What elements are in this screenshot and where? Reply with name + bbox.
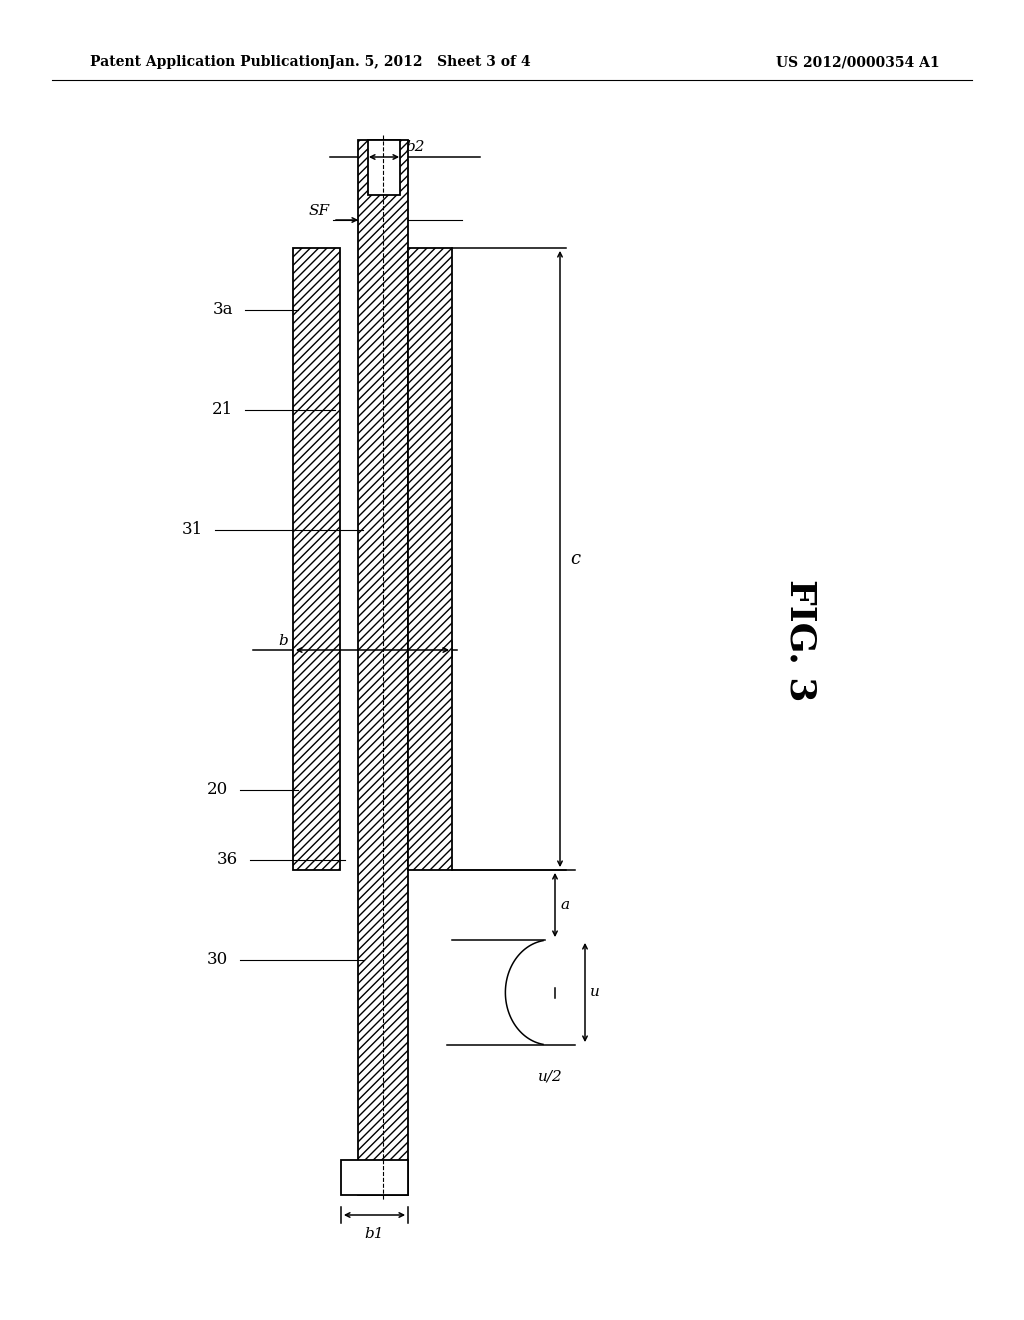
Text: 20: 20 [207, 781, 228, 799]
Text: 3a: 3a [213, 301, 233, 318]
Text: 36: 36 [217, 851, 238, 869]
Text: b: b [279, 634, 288, 648]
Bar [341, 1160, 408, 1195]
Text: US 2012/0000354 A1: US 2012/0000354 A1 [776, 55, 940, 69]
Text: a: a [560, 898, 569, 912]
Text: SF: SF [309, 205, 330, 218]
Text: b1: b1 [365, 1228, 384, 1241]
Text: FIG. 3: FIG. 3 [783, 578, 817, 701]
Text: 31: 31 [181, 521, 203, 539]
Bar [368, 140, 400, 195]
Text: b2: b2 [406, 140, 425, 154]
Text: Jan. 5, 2012   Sheet 3 of 4: Jan. 5, 2012 Sheet 3 of 4 [329, 55, 530, 69]
Text: 21: 21 [212, 401, 233, 418]
Bar [408, 248, 452, 870]
Text: u/2: u/2 [538, 1071, 562, 1084]
Bar [293, 248, 340, 870]
Text: Patent Application Publication: Patent Application Publication [90, 55, 330, 69]
Text: 30: 30 [207, 952, 228, 969]
Text: c: c [570, 550, 581, 568]
Bar [358, 140, 408, 1195]
Text: u: u [590, 986, 600, 999]
